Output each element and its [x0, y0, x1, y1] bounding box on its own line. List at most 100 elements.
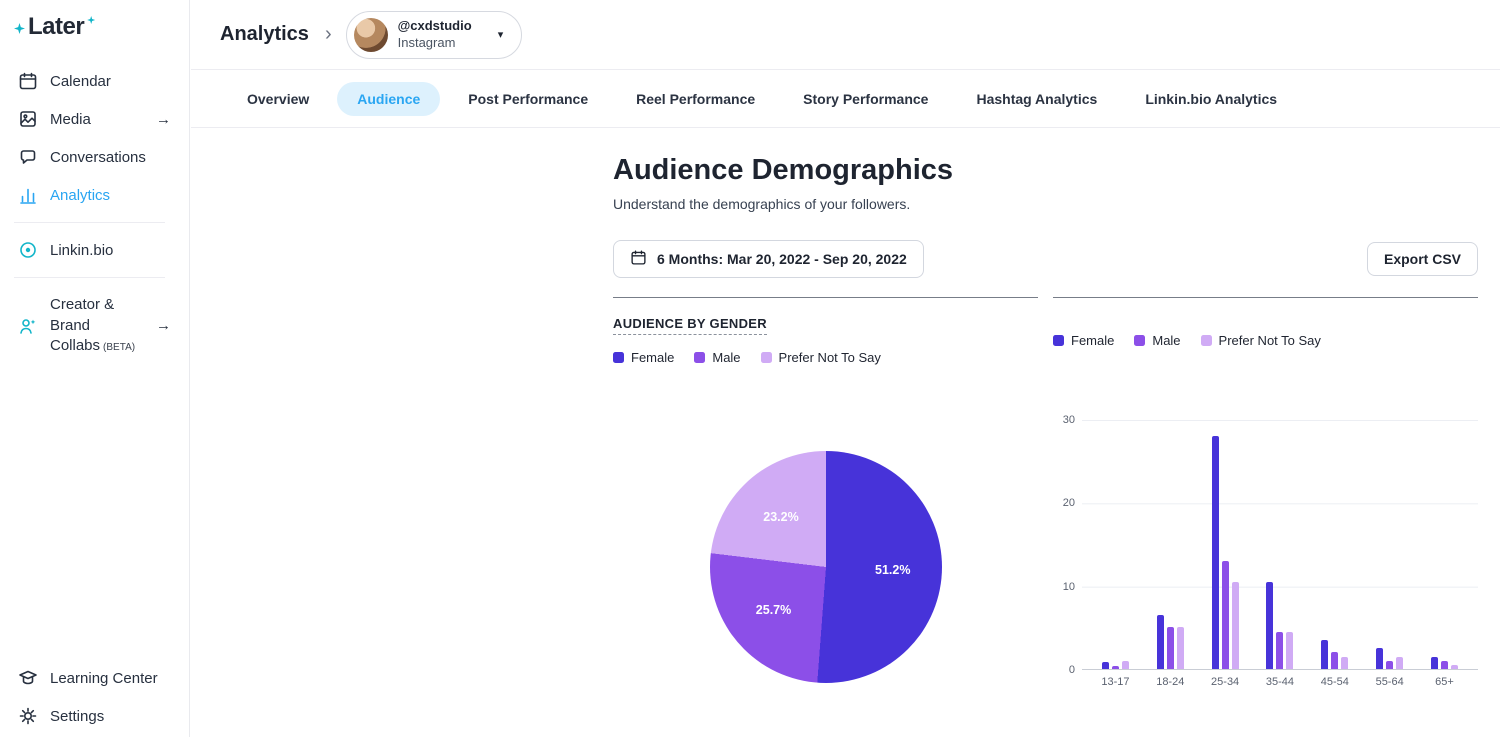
tab-reel-performance[interactable]: Reel Performance [636, 91, 756, 107]
account-selector[interactable]: @cxdstudio Instagram ▾ [345, 10, 523, 59]
legend-swatch [694, 352, 706, 363]
gender-pie-chart: 51.2% 25.7% 23.2% [709, 451, 942, 683]
beta-badge: (BETA) [103, 341, 136, 353]
legend-item-prefer-not-to-say: Prefer Not To Say [760, 350, 881, 365]
bar-prefer-not-to-say [1231, 581, 1239, 669]
legend-item-male: Male [694, 350, 741, 365]
later-logo[interactable]: Later [0, 0, 189, 46]
sidebar-item-creator-collabs[interactable]: Creator & Brand Collabs (BETA) → [10, 286, 179, 365]
pie-value-label: 23.2% [763, 509, 799, 524]
legend-item-prefer-not-to-say: Prefer Not To Say [1200, 333, 1321, 348]
x-category-label: 13-17 [1101, 676, 1130, 688]
date-range-label: 6 Months: Mar 20, 2022 - Sep 20, 2022 [657, 251, 907, 267]
tab-linkinbio-analytics[interactable]: Linkin.bio Analytics [1145, 91, 1278, 107]
legend-swatch [760, 352, 772, 363]
bar-group-45-54: 45-54 [1321, 420, 1349, 688]
x-category-label: 18-24 [1156, 676, 1185, 688]
bar-prefer-not-to-say [1176, 627, 1184, 669]
sidebar-item-calendar[interactable]: Calendar [10, 62, 179, 100]
sidebar-item-learning-center[interactable]: Learning Center [10, 659, 179, 697]
sidebar-item-label: Conversations [50, 148, 146, 166]
arrow-right-icon: → [156, 110, 171, 128]
legend-swatch [1200, 335, 1212, 346]
y-tick-label: 30 [1062, 414, 1075, 426]
pie-legend: Female Male Prefer Not To Say [613, 350, 1038, 365]
legend-swatch [1134, 335, 1146, 346]
logo-sparkle-icon [87, 16, 96, 24]
legend-label: Female [631, 350, 675, 365]
linkinbio-icon [18, 240, 38, 260]
x-category-label: 35-44 [1265, 676, 1295, 688]
bar-prefer-not-to-say [1450, 664, 1458, 669]
tab-post-performance[interactable]: Post Performance [468, 91, 589, 107]
bar-group-35-44: 35-44 [1266, 420, 1294, 688]
x-category-label: 25-34 [1211, 676, 1240, 688]
bar-female [1211, 435, 1219, 669]
export-csv-button[interactable]: Export CSV [1366, 242, 1478, 276]
sidebar: Later Calendar Media → Conversations [0, 0, 190, 737]
learning-icon [18, 668, 38, 688]
x-category-label: 45-54 [1320, 676, 1349, 688]
sidebar-item-settings[interactable]: Settings [10, 697, 179, 735]
pie-value-label: 51.2% [874, 562, 911, 577]
avatar [353, 17, 388, 52]
bar-female [1321, 639, 1329, 669]
divider [14, 277, 165, 279]
section-heading: Audience Demographics [613, 154, 954, 186]
account-info: @cxdstudio Instagram [398, 18, 472, 51]
age-bar-plot: 13-17 18-24 25-34 35-44 45-54 55-64 65+ [1082, 420, 1478, 688]
sidebar-item-analytics[interactable]: Analytics [10, 176, 179, 214]
tab-hashtag-analytics[interactable]: Hashtag Analytics [976, 91, 1098, 107]
x-category-label: 55-64 [1375, 676, 1404, 688]
chat-icon [18, 147, 38, 167]
date-range-button[interactable]: 6 Months: Mar 20, 2022 - Sep 20, 2022 [613, 240, 924, 278]
sidebar-item-label: Settings [50, 707, 105, 725]
tab-story-performance[interactable]: Story Performance [803, 91, 929, 107]
bar-female [1376, 648, 1384, 669]
caret-down-icon: ▾ [497, 29, 504, 41]
bar-prefer-not-to-say [1121, 660, 1129, 669]
gender-pie-panel: AUDIENCE BY GENDER Female Male Prefer No… [613, 297, 1038, 683]
y-axis: 0 10 20 30 [1053, 414, 1075, 676]
bar-legend: Female Male Prefer Not To Say [1053, 333, 1478, 348]
legend-label: Prefer Not To Say [1218, 333, 1321, 348]
sidebar-item-label: Media [50, 110, 91, 128]
gear-icon [18, 706, 38, 726]
media-icon [18, 109, 38, 129]
sidebar-item-linkinbio[interactable]: Linkin.bio [10, 231, 179, 269]
bar-female [1266, 581, 1274, 669]
bar-prefer-not-to-say [1286, 631, 1294, 669]
sidebar-nav: Calendar Media → Conversations Analytics [0, 62, 189, 365]
tab-audience[interactable]: Audience [337, 82, 441, 116]
bar-male [1111, 665, 1119, 669]
y-tick-label: 10 [1062, 580, 1075, 593]
legend-label: Female [1071, 333, 1115, 348]
analytics-icon [18, 185, 38, 205]
bar-group-55-64: 55-64 [1376, 420, 1404, 688]
legend-label: Prefer Not To Say [778, 350, 881, 365]
tab-overview[interactable]: Overview [247, 91, 310, 107]
legend-swatch [1053, 335, 1064, 346]
bar-male [1331, 652, 1339, 669]
age-gender-bar-chart: 0 10 20 30 13-17 18-24 25-34 35-44 45-54 55-64 65… [1053, 414, 1478, 688]
bar-group-65+: 65+ [1430, 420, 1458, 688]
calendar-icon [18, 71, 38, 91]
sidebar-item-media[interactable]: Media → [10, 100, 179, 138]
divider [14, 222, 165, 224]
bar-male [1386, 660, 1394, 669]
bar-group-13-17: 13-17 [1101, 420, 1129, 688]
bar-male [1166, 627, 1174, 669]
page-title: Analytics [220, 23, 309, 45]
bar-female [1101, 662, 1109, 669]
top-header: Analytics › @cxdstudio Instagram ▾ [191, 0, 1500, 70]
logo-text: Later [28, 13, 85, 40]
legend-label: Male [712, 350, 741, 365]
legend-item-female: Female [613, 350, 674, 365]
age-bar-plot-inner: 13-17 18-24 25-34 35-44 45-54 55-64 65+ [1082, 420, 1478, 688]
legend-item-female: Female [1053, 333, 1114, 348]
bar-male [1221, 560, 1229, 669]
bar-prefer-not-to-say [1341, 656, 1349, 669]
calendar-icon [630, 249, 647, 269]
arrow-right-icon: → [156, 317, 171, 335]
sidebar-item-conversations[interactable]: Conversations [10, 138, 179, 176]
